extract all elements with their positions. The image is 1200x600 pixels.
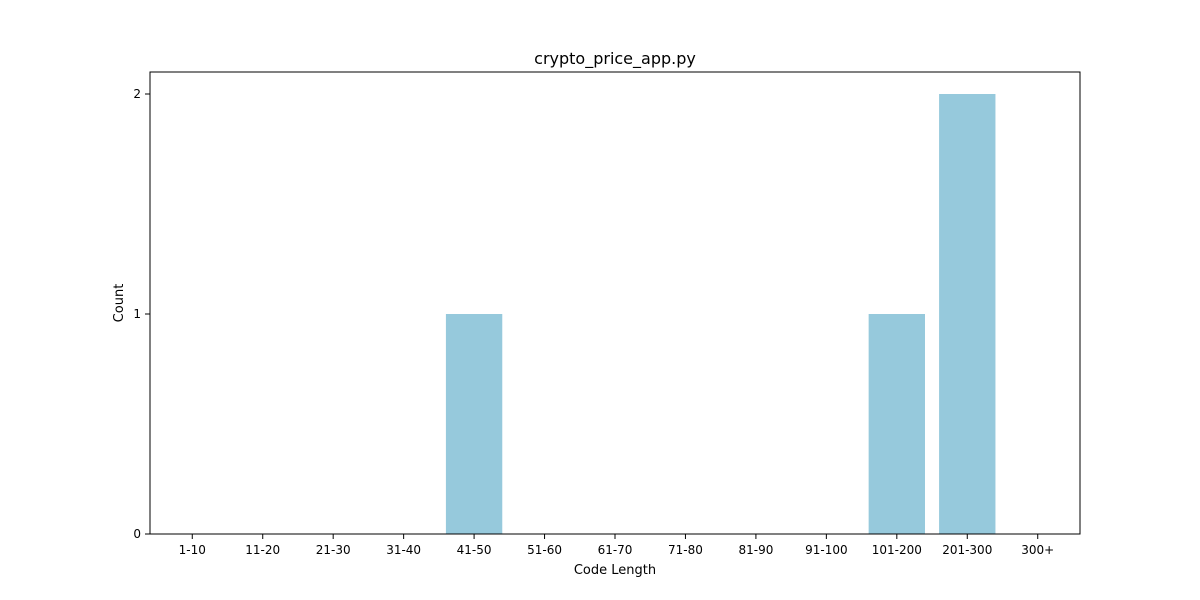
x-tick-label: 1-10 [179, 543, 206, 557]
y-tick-label: 0 [133, 527, 141, 541]
x-tick-label: 51-60 [527, 543, 562, 557]
bar-201-300 [939, 94, 996, 534]
x-axis-label: Code Length [574, 563, 656, 578]
y-axis: 0 1 2 [133, 87, 150, 541]
x-tick-label: 21-30 [316, 543, 351, 557]
x-tick-label: 71-80 [668, 543, 703, 557]
x-tick-label: 101-200 [872, 543, 922, 557]
y-axis-label: Count [112, 284, 127, 323]
y-tick-label: 1 [133, 307, 141, 321]
bar-101-200 [868, 314, 925, 534]
chart-title: crypto_price_app.py [534, 49, 696, 69]
bars-group [445, 94, 996, 534]
x-tick-label: 201-300 [942, 543, 992, 557]
x-tick-label: 300+ [1021, 543, 1054, 557]
x-tick-label: 91-100 [805, 543, 848, 557]
bar-41-50 [445, 314, 503, 534]
x-tick-label: 81-90 [738, 543, 773, 557]
x-tick-label: 41-50 [457, 543, 492, 557]
x-tick-label: 31-40 [386, 543, 421, 557]
x-tick-label: 11-20 [245, 543, 280, 557]
x-axis: 1-10 11-20 21-30 31-40 41-50 51-60 61-70 71-80 8… [179, 534, 1054, 557]
x-tick-label: 61-70 [598, 543, 633, 557]
y-tick-label: 2 [133, 87, 141, 101]
